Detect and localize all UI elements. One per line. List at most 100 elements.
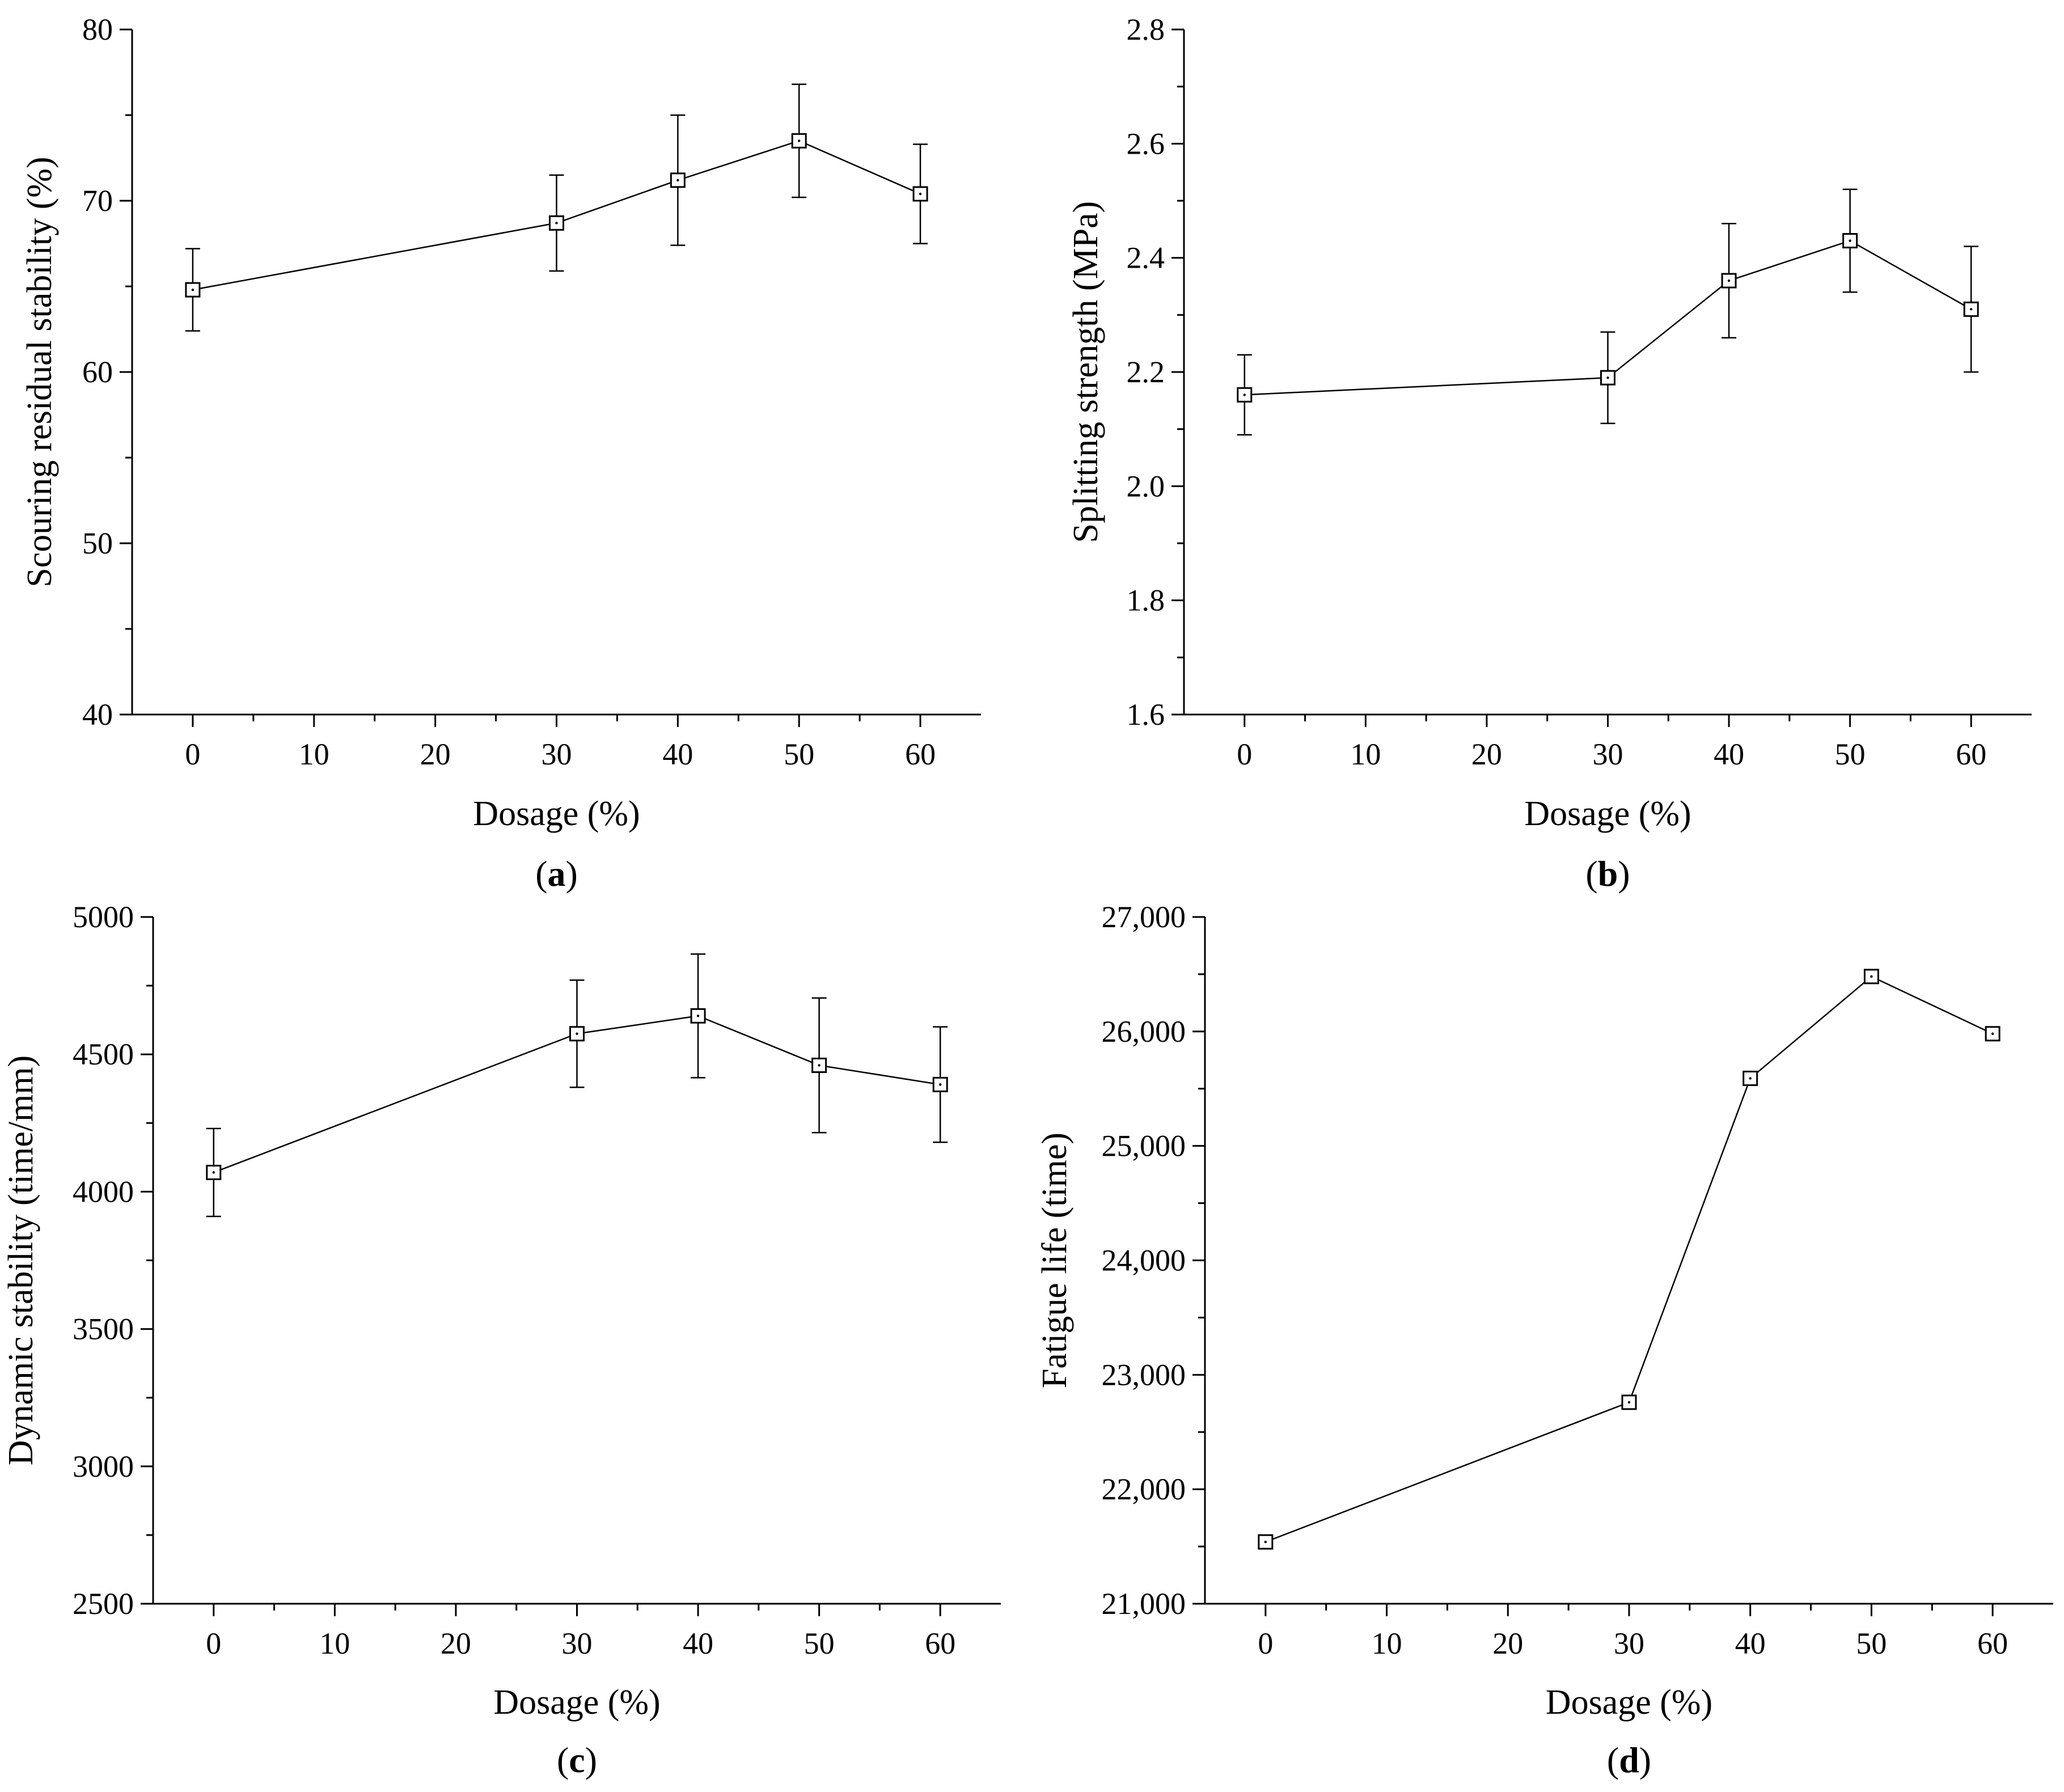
x-tick-label-d: 30 [1614, 1626, 1644, 1660]
data-point-c [569, 1026, 585, 1042]
y-tick-label-b: 2.8 [1127, 12, 1165, 47]
point-center-dot [1849, 239, 1851, 242]
data-point-b [1721, 273, 1737, 289]
x-tick-label-a: 50 [784, 737, 814, 771]
data-point-b [1600, 370, 1615, 386]
x-tick-label-b: 60 [1956, 737, 1986, 771]
y-tick-label-b: 2.4 [1127, 241, 1165, 275]
y-tick-label-d: 23,000 [1102, 1358, 1186, 1392]
x-tick-label-b: 10 [1350, 737, 1381, 771]
y-tick-label-a: 80 [82, 12, 113, 47]
point-center-dot [1243, 394, 1246, 396]
panel-label-open: ( [1585, 853, 1597, 894]
panel-label-letter: d [1619, 1740, 1639, 1780]
x-tick-label-c: 0 [206, 1626, 221, 1660]
data-point-b [1237, 387, 1253, 403]
x-tick-label-d: 40 [1735, 1626, 1766, 1660]
point-center-dot [696, 1015, 700, 1017]
data-point-d [1863, 969, 1879, 984]
y-tick-label-b: 2.0 [1127, 469, 1165, 503]
point-center-dot [1727, 279, 1731, 282]
y-axis-title-c: Dynamic stability (time/mm) [2, 1055, 40, 1465]
point-center-dot [1627, 1401, 1631, 1404]
x-tick-label-d: 0 [1258, 1626, 1273, 1660]
data-point-a [549, 215, 564, 231]
panel-label-close: ) [566, 853, 578, 894]
data-point-d [1985, 1026, 2000, 1042]
data-point-c [932, 1076, 948, 1092]
x-tick-label-c: 50 [804, 1626, 835, 1660]
x-tick-label-a: 60 [905, 737, 936, 771]
data-point-a [791, 133, 807, 149]
y-tick-label-d: 21,000 [1102, 1587, 1186, 1621]
x-tick-label-c: 40 [683, 1626, 713, 1660]
x-tick-label-b: 30 [1593, 737, 1623, 771]
x-tick-label-d: 10 [1372, 1626, 1402, 1660]
x-tick-label-d: 20 [1492, 1626, 1523, 1660]
y-tick-label-a: 60 [82, 355, 113, 389]
panel-label-open: ( [557, 1740, 569, 1780]
panel-label-close: ) [585, 1740, 597, 1780]
point-marker [1963, 301, 1979, 317]
y-tick-label-c: 3000 [73, 1449, 134, 1484]
y-axis-title-b: Splitting strength (MPa) [1067, 201, 1105, 543]
panel-label-open: ( [535, 853, 547, 894]
y-tick-label-a: 50 [82, 526, 113, 560]
chart-panel-c: 0 10 20 30 40 50 60 2500 3000 3500 4000 4500 5000 Dos… [2, 900, 1001, 1780]
chart-panel-a: 0 10 20 30 40 50 60 40 50 60 70 80 Dosage (%) Scourin… [20, 12, 981, 894]
y-tick-label-c: 2500 [73, 1587, 134, 1621]
x-tick-label-c: 60 [925, 1626, 955, 1660]
panel-label-open: ( [1607, 1740, 1619, 1780]
y-tick-label-d: 22,000 [1102, 1472, 1186, 1506]
y-tick-label-d: 24,000 [1102, 1244, 1186, 1278]
y-tick-label-a: 70 [82, 184, 113, 218]
point-center-dot [939, 1083, 942, 1086]
y-tick-label-b: 2.6 [1127, 126, 1165, 160]
point-center-dot [191, 288, 194, 291]
data-point-c [811, 1058, 827, 1073]
x-axis-title-b: Dosage (%) [1524, 794, 1691, 833]
y-tick-label-a: 40 [82, 698, 113, 732]
data-point-a [912, 186, 928, 202]
panel-label-letter: a [548, 853, 566, 894]
data-point-a [185, 282, 201, 298]
x-tick-label-d: 60 [1977, 1626, 2008, 1660]
point-center-dot [1991, 1032, 1994, 1036]
y-tick-label-b: 2.2 [1127, 355, 1165, 389]
x-tick-label-c: 20 [441, 1626, 471, 1660]
panel-label-d: (d) [1607, 1740, 1651, 1780]
panel-label-letter: c [569, 1740, 585, 1780]
y-axis-title-d: Fatigue life (time) [1035, 1132, 1074, 1388]
x-tick-label-a: 20 [420, 737, 451, 771]
y-tick-label-d: 27,000 [1102, 900, 1186, 934]
y-axis-title-a: Scouring residual stability (%) [20, 157, 59, 587]
data-point-d [1258, 1534, 1274, 1550]
point-marker [549, 215, 564, 231]
point-marker [569, 1026, 585, 1042]
point-center-dot [1970, 308, 1973, 311]
x-tick-label-b: 50 [1835, 737, 1866, 771]
point-marker [932, 1076, 948, 1092]
data-point-d [1621, 1394, 1637, 1410]
data-point-a [670, 172, 686, 188]
x-tick-label-a: 30 [542, 737, 572, 771]
x-tick-label-a: 40 [662, 737, 693, 771]
point-center-dot [1870, 975, 1873, 978]
point-center-dot [1749, 1077, 1752, 1080]
point-center-dot [1264, 1540, 1267, 1544]
point-center-dot [676, 179, 679, 181]
x-axis-title-a: Dosage (%) [473, 794, 640, 833]
panel-label-letter: b [1598, 853, 1618, 894]
point-center-dot [1606, 376, 1609, 379]
x-tick-label-b: 0 [1237, 737, 1252, 771]
panel-label-close: ) [1639, 1740, 1651, 1780]
point-center-dot [555, 222, 558, 225]
panel-label-b: (b) [1585, 853, 1630, 894]
x-axis-title-d: Dosage (%) [1546, 1683, 1712, 1722]
y-tick-label-c: 3500 [73, 1312, 134, 1346]
x-tick-label-c: 10 [319, 1626, 350, 1660]
data-point-b [1842, 233, 1858, 248]
y-tick-label-d: 25,000 [1102, 1129, 1186, 1163]
x-axis-title-c: Dosage (%) [493, 1683, 660, 1722]
